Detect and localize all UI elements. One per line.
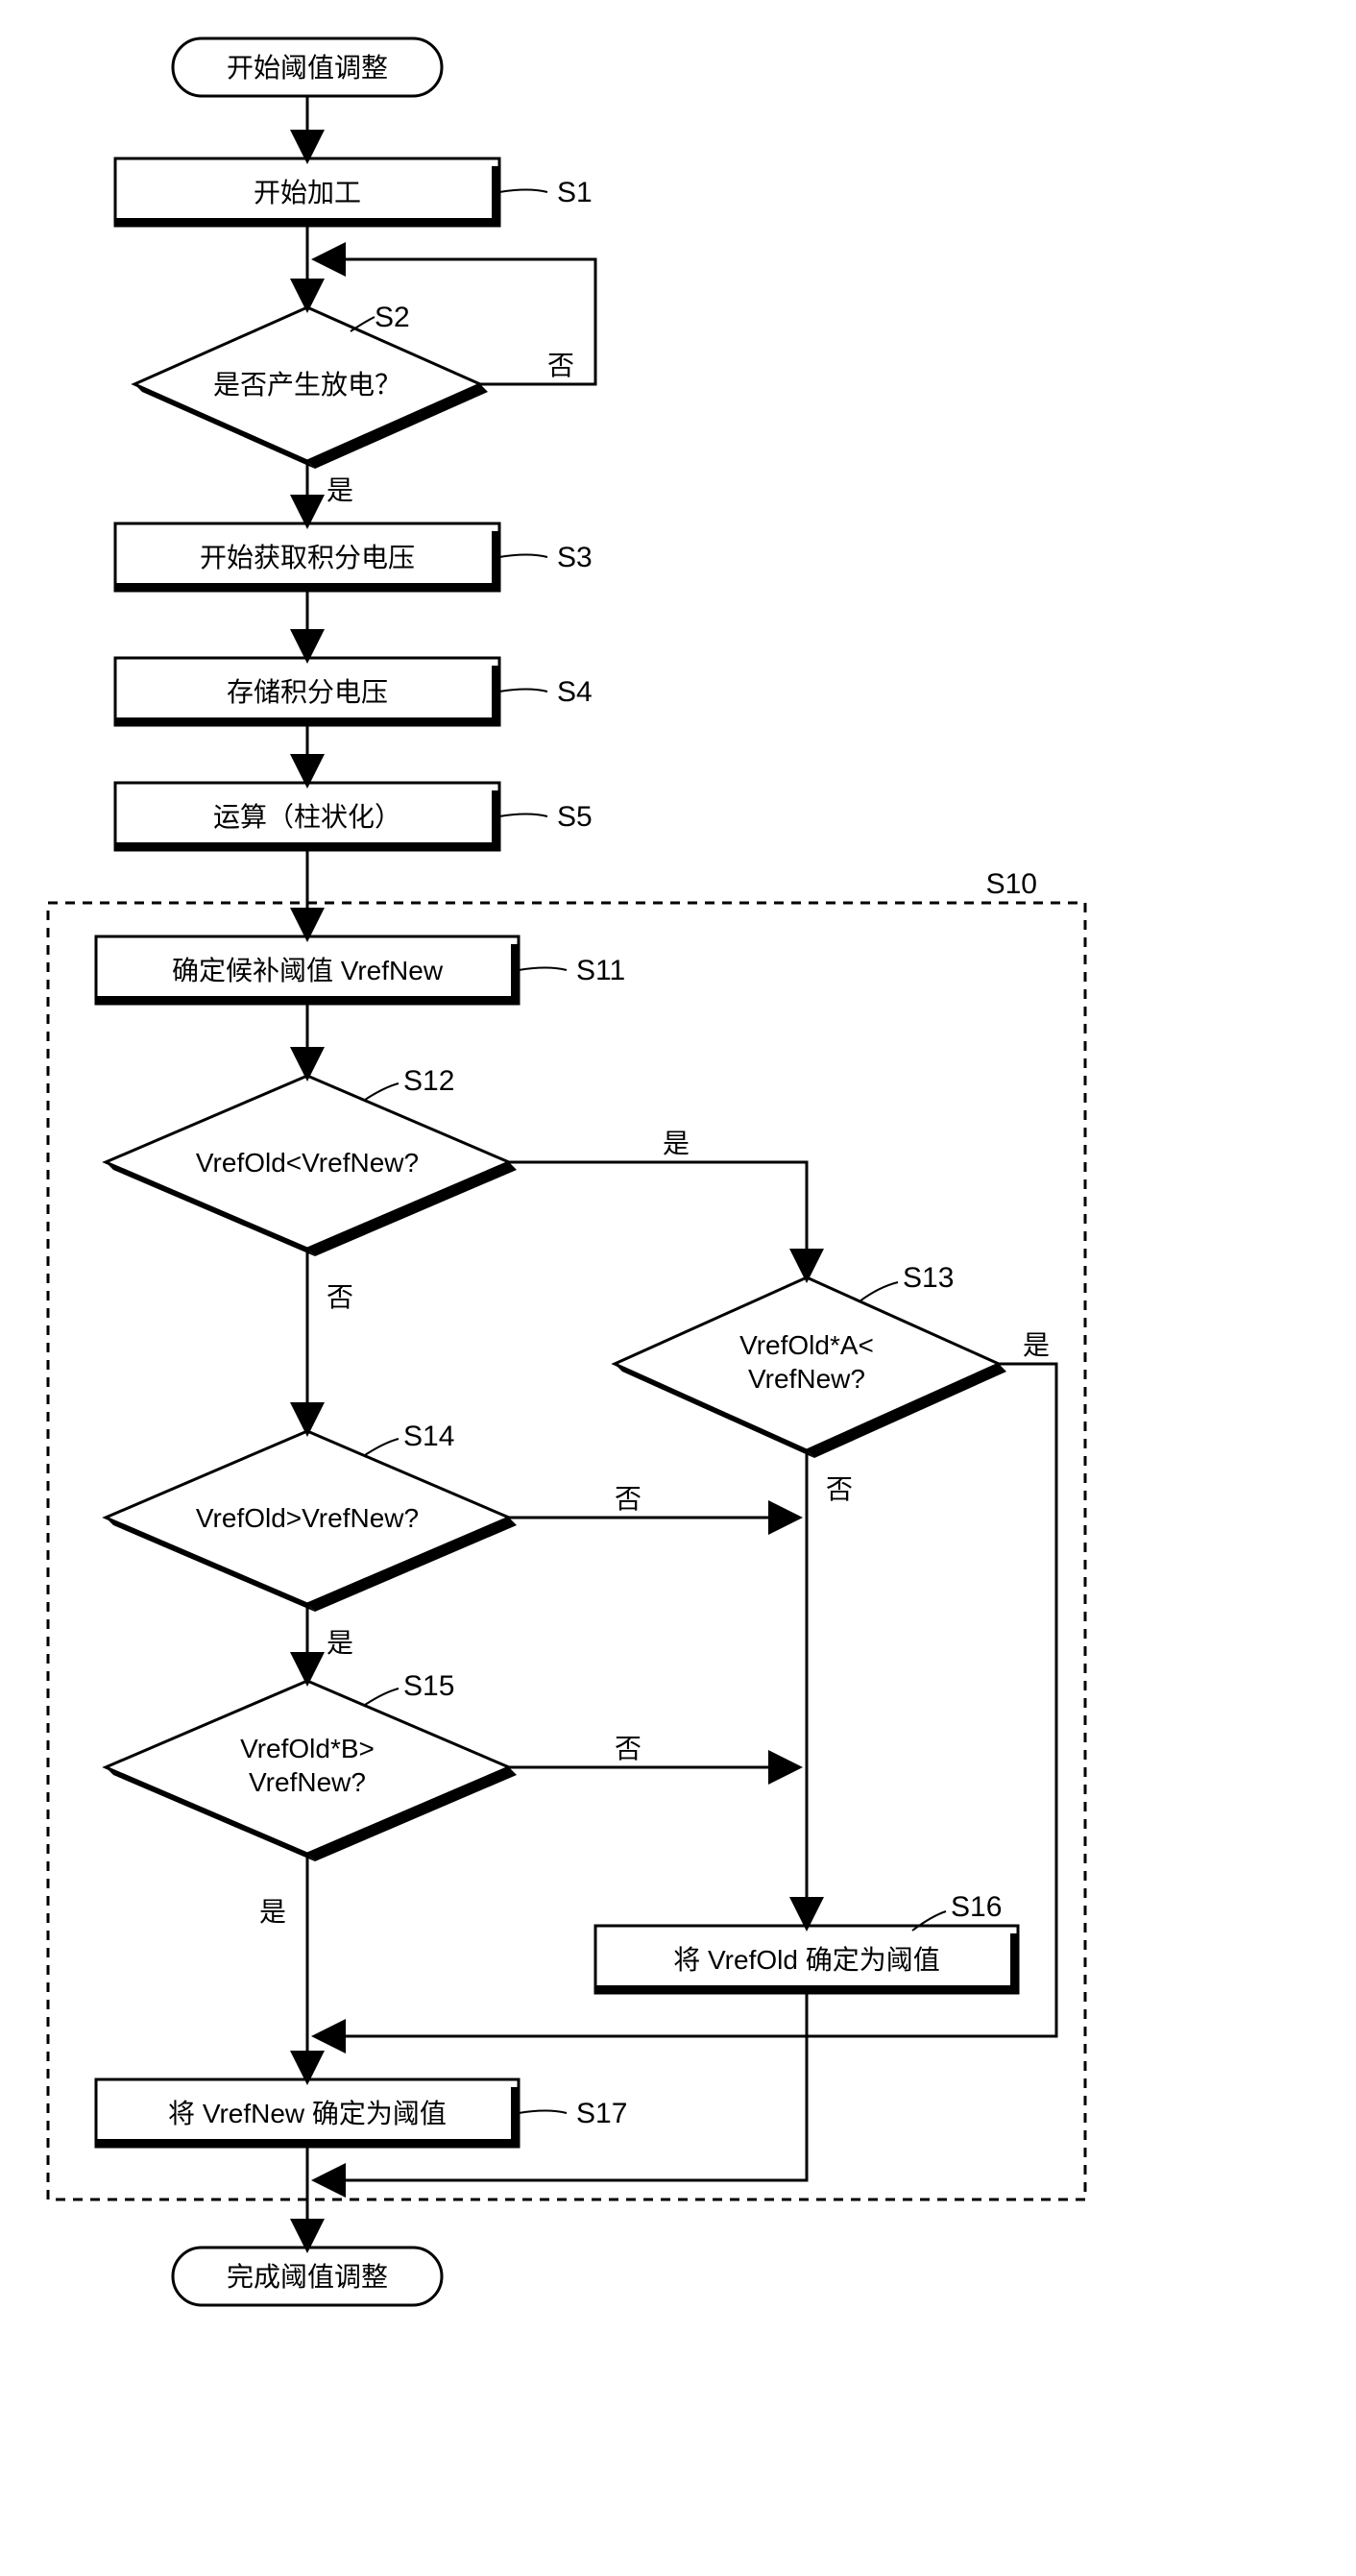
node-s5: 运算（柱状化） [115, 783, 499, 850]
node-s14: VrefOld>VrefNew? [106, 1431, 517, 1612]
node-s1: 开始加工 [115, 158, 499, 226]
label-s11: S11 [576, 955, 625, 986]
branch-s13-yes: 是 [1023, 1330, 1050, 1360]
node-s3: 开始获取积分电压 [115, 523, 499, 591]
label-s4: S4 [557, 676, 593, 708]
node-s4: 存储积分电压 [115, 658, 499, 725]
svg-text:VrefOld*B>: VrefOld*B> [240, 1734, 375, 1763]
flowchart-svg: S10 开始阈值调整 开始加工 S1 是否产生放电？ S2 开始获取积分电压 S… [19, 19, 1133, 2344]
svg-text:VrefOld<VrefNew?: VrefOld<VrefNew? [196, 1148, 419, 1178]
svg-text:完成阈值调整: 完成阈值调整 [227, 2262, 388, 2292]
label-s15: S15 [403, 1670, 454, 1702]
svg-text:确定候补阈值 VrefNew: 确定候补阈值 VrefNew [172, 956, 444, 985]
branch-s14-no: 否 [615, 1484, 642, 1514]
label-s16: S16 [951, 1891, 1002, 1923]
node-s2: 是否产生放电？ [134, 307, 488, 469]
node-start: 开始阈值调整 [173, 38, 442, 96]
group-s10-label: S10 [986, 868, 1037, 900]
branch-s2-yes: 是 [327, 475, 353, 505]
svg-text:是否产生放电？: 是否产生放电？ [213, 370, 401, 400]
edge-s12-yes [509, 1162, 807, 1277]
branch-s2-no: 否 [547, 351, 574, 380]
label-s12: S12 [403, 1065, 454, 1097]
svg-text:将 VrefOld 确定为阈值: 将 VrefOld 确定为阈值 [673, 1945, 939, 1975]
svg-text:将 VrefNew 确定为阈值: 将 VrefNew 确定为阈值 [168, 2099, 447, 2128]
svg-text:存储积分电压: 存储积分电压 [227, 677, 388, 707]
label-s14: S14 [403, 1421, 454, 1452]
label-s2: S2 [375, 302, 410, 333]
svg-text:VrefNew?: VrefNew? [748, 1364, 865, 1394]
branch-s12-no: 否 [327, 1282, 353, 1312]
label-s13: S13 [903, 1262, 954, 1294]
svg-text:VrefOld*A<: VrefOld*A< [739, 1330, 874, 1360]
branch-s12-yes: 是 [663, 1129, 690, 1158]
branch-s15-yes: 是 [259, 1897, 286, 1927]
node-s16: 将 VrefOld 确定为阈值 [595, 1926, 1018, 1993]
branch-s13-no: 否 [826, 1474, 853, 1504]
svg-text:运算（柱状化）: 运算（柱状化） [213, 802, 401, 832]
label-s1: S1 [557, 177, 593, 208]
branch-s15-no: 否 [615, 1734, 642, 1763]
svg-text:开始阈值调整: 开始阈值调整 [227, 53, 388, 83]
label-s3: S3 [557, 542, 593, 573]
svg-text:VrefOld>VrefNew?: VrefOld>VrefNew? [196, 1503, 419, 1533]
node-end: 完成阈值调整 [173, 2248, 442, 2305]
branch-s14-yes: 是 [327, 1628, 353, 1658]
node-s15: VrefOld*B> VrefNew? [106, 1681, 517, 1861]
label-s5: S5 [557, 801, 593, 833]
node-s17: 将 VrefNew 确定为阈值 [96, 2079, 519, 2147]
node-s12: VrefOld<VrefNew? [106, 1076, 517, 1256]
svg-text:VrefNew?: VrefNew? [249, 1767, 366, 1797]
label-s17: S17 [576, 2098, 627, 2129]
node-s13: VrefOld*A< VrefNew? [615, 1277, 1006, 1458]
svg-text:开始获取积分电压: 开始获取积分电压 [200, 543, 415, 572]
node-s11: 确定候补阈值 VrefNew [96, 936, 519, 1004]
svg-text:开始加工: 开始加工 [254, 178, 361, 207]
